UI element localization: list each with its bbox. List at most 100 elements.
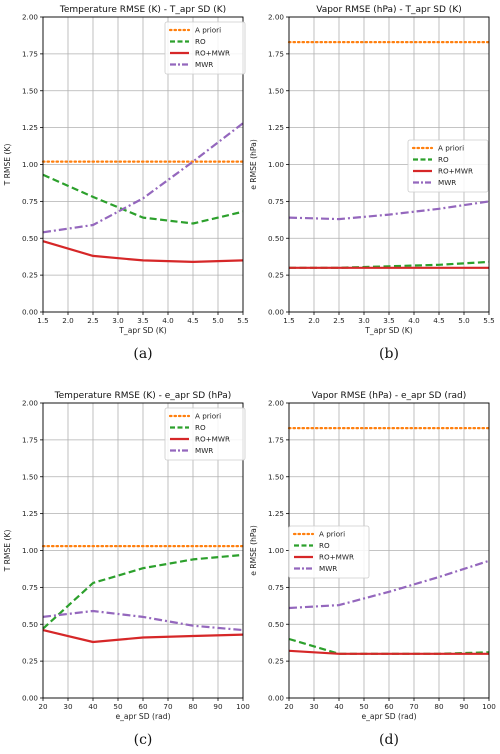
x-tick-label: 5.0	[458, 316, 470, 325]
x-tick-label: 4.5	[433, 316, 444, 325]
plot-frame	[42, 16, 244, 313]
y-tick-label: 0.50	[268, 620, 284, 629]
plot-frame	[288, 16, 490, 313]
x-tick-label: 90	[459, 702, 469, 711]
y-tick-label: 1.75	[22, 49, 38, 58]
x-tick-label: 80	[188, 702, 198, 711]
series-line-ro-mwr	[288, 649, 489, 655]
legend-label: RO	[438, 155, 449, 164]
y-tick-label: 2.00	[268, 399, 284, 408]
panel-caption: (d)	[379, 732, 399, 748]
legend-label: RO	[195, 37, 206, 46]
chart-title: Temperature RMSE (K) - e_apr SD (hPa)	[54, 391, 232, 401]
x-tick-label: 3.0	[358, 316, 370, 325]
legend-label: MWR	[438, 178, 456, 187]
panel-caption: (b)	[379, 346, 399, 362]
series-line-mwr	[288, 559, 490, 610]
y-tick-label: 0.00	[22, 694, 38, 703]
legend-label: RO+MWR	[195, 49, 230, 58]
y-tick-label: 2.00	[268, 13, 284, 22]
legend-label: MWR	[195, 446, 213, 455]
x-axis-label: T_apr SD (K)	[118, 326, 166, 335]
x-tick-label: 20	[284, 702, 294, 711]
chart-panel-3: 20 30 40 50 60 70 80 90 100 0.00 0.25 0.50 0.75 1.00 1…	[249, 391, 496, 748]
x-tick-label: 70	[163, 702, 173, 711]
x-tick-label: 2.0	[308, 316, 320, 325]
panel-caption: (c)	[134, 732, 153, 748]
chart-title: Vapor RMSE (hPa) - e_apr SD (rad)	[312, 391, 467, 401]
y-axis-label: T RMSE (K)	[3, 530, 12, 573]
x-tick-label: 80	[434, 702, 444, 711]
legend-label: A priori	[195, 412, 221, 421]
x-tick-label: 30	[309, 702, 319, 711]
y-tick-label: 0.00	[268, 308, 284, 317]
x-tick-label: 60	[384, 702, 394, 711]
y-tick-label: 1.00	[268, 546, 284, 555]
legend: A priori RO RO+MWR MWR	[407, 139, 489, 193]
y-tick-label: 1.75	[268, 49, 284, 58]
plot-frame	[42, 402, 244, 699]
x-tick-label: 40	[334, 702, 344, 711]
y-tick-label: 0.75	[268, 583, 284, 592]
y-tick-label: 0.00	[22, 308, 38, 317]
y-tick-label: 1.25	[268, 509, 284, 518]
legend-label: MWR	[195, 60, 213, 69]
x-tick-label: 30	[63, 702, 73, 711]
legend-label: RO	[319, 541, 330, 550]
series-line-ro	[42, 173, 244, 225]
x-tick-label: 50	[113, 702, 123, 711]
x-tick-label: 90	[213, 702, 223, 711]
x-axis-label: T_apr SD (K)	[364, 326, 412, 335]
legend-label: A priori	[438, 144, 464, 153]
legend: A priori RO RO+MWR MWR	[164, 407, 246, 461]
x-tick-label: 4.0	[408, 316, 420, 325]
y-tick-label: 1.25	[268, 123, 284, 132]
legend-box	[164, 407, 246, 461]
y-tick-label: 0.75	[22, 197, 38, 206]
x-tick-label: 2.5	[87, 316, 98, 325]
legend-label: MWR	[319, 564, 337, 573]
legend-label: RO+MWR	[438, 167, 473, 176]
x-tick-label: 60	[138, 702, 148, 711]
x-tick-label: 50	[359, 702, 369, 711]
x-tick-label: 3.5	[383, 316, 394, 325]
x-tick-label: 20	[38, 702, 48, 711]
y-axis-label: T RMSE (K)	[3, 144, 12, 187]
series-line-mwr	[288, 200, 490, 221]
chart-panel-0: 1.5 2.0 2.5 3.0 3.5 4.0 4.5 5.0 5.5 0.00 0.25 0.50 0…	[3, 5, 249, 362]
legend-box	[407, 139, 489, 193]
x-tick-label: 5.5	[483, 316, 494, 325]
series-line-ro-mwr	[42, 629, 244, 644]
y-tick-label: 0.25	[268, 271, 284, 280]
x-tick-label: 5.0	[212, 316, 224, 325]
chart-title: Temperature RMSE (K) - T_apr SD (K)	[59, 5, 226, 15]
x-axis-label: e_apr SD (rad)	[361, 712, 416, 721]
y-tick-label: 0.00	[268, 694, 284, 703]
y-tick-label: 2.00	[22, 13, 38, 22]
legend-label: RO+MWR	[195, 435, 230, 444]
x-tick-label: 40	[88, 702, 98, 711]
y-tick-label: 1.00	[22, 160, 38, 169]
x-tick-label: 100	[482, 702, 496, 711]
series-line-ro-mwr	[42, 240, 244, 263]
y-tick-label: 0.50	[22, 234, 38, 243]
y-tick-label: 1.50	[22, 472, 38, 481]
legend-box	[288, 525, 370, 579]
x-tick-label: 1.5	[37, 316, 48, 325]
y-tick-label: 0.50	[268, 234, 284, 243]
y-tick-label: 1.75	[22, 435, 38, 444]
x-tick-label: 2.5	[333, 316, 344, 325]
y-axis-label: e RMSE (hPa)	[249, 139, 258, 190]
x-tick-label: 1.5	[283, 316, 294, 325]
legend-label: A priori	[195, 26, 221, 35]
panel-caption: (a)	[133, 346, 152, 362]
x-tick-label: 3.0	[112, 316, 124, 325]
series-line-mwr	[42, 122, 244, 234]
y-tick-label: 1.00	[22, 546, 38, 555]
legend-label: A priori	[319, 530, 345, 539]
x-tick-label: 4.0	[162, 316, 174, 325]
y-tick-label: 0.75	[22, 583, 38, 592]
legend: A priori RO RO+MWR MWR	[288, 525, 370, 579]
x-tick-label: 2.0	[62, 316, 74, 325]
